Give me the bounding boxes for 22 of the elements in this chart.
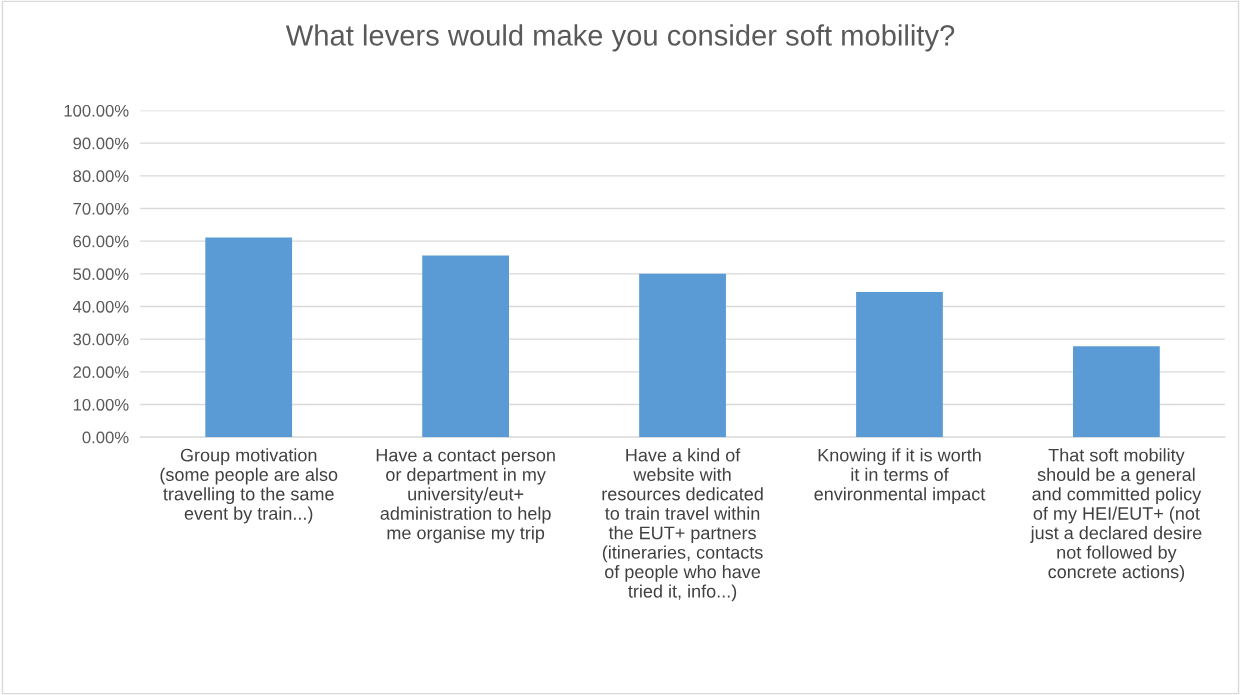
y-tick-label: 30.00%	[73, 333, 129, 346]
bar	[422, 255, 510, 438]
bar	[1073, 346, 1160, 438]
x-tick-label: Have a kind of website with resources dedicated to train travel within the EUT+ partners (itineraries, contacts of people who have tried it, info...)	[602, 448, 763, 602]
bar	[856, 292, 943, 438]
y-tick-label: 0.00%	[82, 431, 129, 444]
y-tick-label: 40.00%	[72, 300, 129, 313]
chart-title: What levers would make you consider soft mobility?	[285, 24, 955, 52]
y-tick-label: 90.00%	[73, 137, 129, 150]
y-tick-label: 10.00%	[73, 398, 129, 411]
x-tick-label: That soft mobility should be a general and committed policy of my HEI/EUT+ (not just a declared desire not followed by concrete actions)	[1030, 448, 1202, 582]
y-tick-label: 60.00%	[73, 235, 129, 248]
bar	[205, 237, 293, 438]
bar	[639, 273, 726, 438]
x-tick-label: Group motivation (some people are also travelling to the same event by train...)	[160, 448, 338, 524]
y-tick-label: 50.00%	[73, 268, 129, 281]
y-tick-label: 70.00%	[73, 202, 129, 215]
y-tick-label: 20.00%	[73, 366, 129, 379]
x-tick-label: Knowing if it is worth it in terms of environmental impact	[814, 448, 986, 504]
x-tick-label: Have a contact person or department in my university/eut+ administration to help me organise my trip	[376, 448, 555, 543]
y-tick-label: 80.00%	[73, 170, 129, 183]
y-tick-label: 100.00%	[64, 104, 129, 117]
